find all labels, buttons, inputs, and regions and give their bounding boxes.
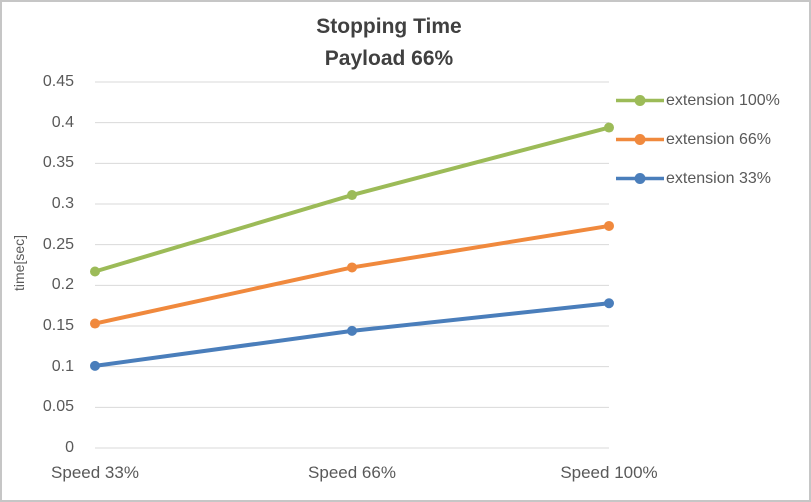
legend-item: extension 100% [616,81,780,120]
data-point-marker-extension-33- [347,325,357,336]
data-point-marker-extension-66- [347,262,357,273]
data-point-marker-extension-66- [604,220,614,231]
y-tick-label: 0.25 [42,235,74,253]
y-tick-label: 0.15 [42,317,74,334]
legend-key-icon [616,173,664,184]
x-axis-label: Speed 100% [560,463,658,482]
data-point-marker-extension-33- [90,360,100,371]
y-tick-label: 0.1 [51,357,74,375]
y-tick-label: 0.45 [42,73,74,90]
x-axis-label: Speed 66% [308,463,396,482]
chart-title: Stopping Time [316,15,462,38]
y-tick-label: 0 [65,439,74,456]
legend-label: extension 100% [666,91,780,109]
data-point-marker-extension-100- [347,190,357,201]
data-point-marker-extension-33- [604,298,614,309]
y-tick-label: 0.4 [51,113,74,131]
title-block: Stopping Time Payload 66% [2,11,776,75]
x-axis-label: Speed 33% [51,463,139,482]
y-tick-label: 0.3 [51,195,74,212]
chart-subtitle: Payload 66% [324,47,454,70]
legend-item: extension 66% [616,120,780,159]
legend-label: extension 33% [666,169,771,187]
legend: extension 100% extension 66% extension 33% [616,81,780,198]
legend-label: extension 66% [666,130,771,148]
data-point-marker-extension-100- [90,266,100,277]
y-tick-label: 0.35 [42,154,74,172]
series-line-extension-66- [94,223,610,326]
legend-key-icon [616,95,664,106]
data-point-marker-extension-66- [90,318,100,329]
y-tick-label: 0.2 [51,276,74,294]
y-tick-label: 0.05 [42,398,74,416]
legend-key-icon [616,134,664,145]
data-point-marker-extension-100- [604,122,614,133]
legend-item: extension 33% [616,159,780,198]
